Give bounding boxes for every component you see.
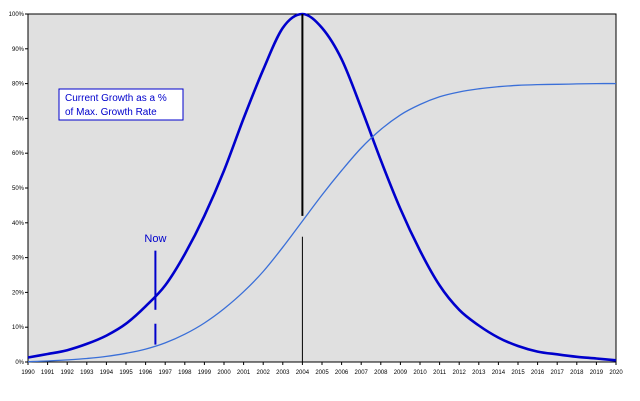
y-tick-label: 40% [12,221,25,227]
legend-box: Current Growth as a % of Max. Growth Rat… [58,88,184,121]
x-tick-label: 2003 [276,370,290,376]
y-tick-label: 50% [12,186,25,192]
legend-frame [58,88,184,121]
now-label: Now [144,233,166,245]
x-tick-label: 2014 [492,370,506,376]
x-tick-label: 2018 [570,370,584,376]
x-tick-label: 1995 [119,370,133,376]
series-growth-rate-line [27,12,617,362]
x-tick-label: 1990 [21,370,35,376]
x-tick-label: 2007 [355,370,369,376]
x-tick-label: 2012 [453,370,467,376]
x-axis-ticks: 1990 1991 1992 1993 1994 1995 1996 1997 1998 1999… [21,362,623,376]
x-tick-label: 2001 [237,370,251,376]
x-tick-label: 1991 [41,370,55,376]
y-axis-ticks: 0% 10% 20% 30% 40% 50% 60% 70% 80% 90% 100% [9,12,28,366]
y-tick-label: 0% [15,360,24,366]
x-tick-label: 2006 [335,370,349,376]
x-tick-label: 2020 [609,370,623,376]
x-tick-label: 2002 [257,370,271,376]
x-tick-label: 1994 [100,370,114,376]
x-tick-label: 1993 [80,370,94,376]
x-tick-label: 2015 [511,370,525,376]
x-tick-label: 2010 [413,370,427,376]
x-tick-label: 2017 [551,370,565,376]
y-tick-label: 90% [12,47,25,53]
x-tick-label: 2008 [374,370,388,376]
y-tick-label: 70% [12,116,25,122]
x-tick-label: 2004 [296,370,310,376]
x-tick-label: 2005 [315,370,329,376]
x-tick-label: 2011 [433,370,447,376]
x-tick-label: 1998 [178,370,192,376]
y-tick-label: 30% [12,256,25,262]
plot-area [27,13,617,363]
series-layer [27,12,617,363]
x-tick-label: 1996 [139,370,153,376]
series-cumulative-line [27,82,617,363]
y-tick-label: 20% [12,290,25,296]
y-tick-label: 10% [12,325,25,331]
y-tick-label: 80% [12,82,25,88]
x-tick-label: 2013 [472,370,486,376]
x-tick-label: 1999 [198,370,212,376]
x-tick-label: 1992 [61,370,75,376]
x-tick-label: 1997 [159,370,173,376]
x-tick-label: 2019 [590,370,604,376]
legend-line-1: Current Growth as a % [65,93,167,104]
x-tick-label: 2009 [394,370,408,376]
y-tick-label: 60% [12,151,25,157]
legend-line-2: of Max. Growth Rate [65,107,157,118]
y-tick-label: 100% [9,12,25,18]
x-tick-label: 2000 [217,370,231,376]
annotation-layer: Now [144,14,304,362]
x-tick-label: 2016 [531,370,545,376]
